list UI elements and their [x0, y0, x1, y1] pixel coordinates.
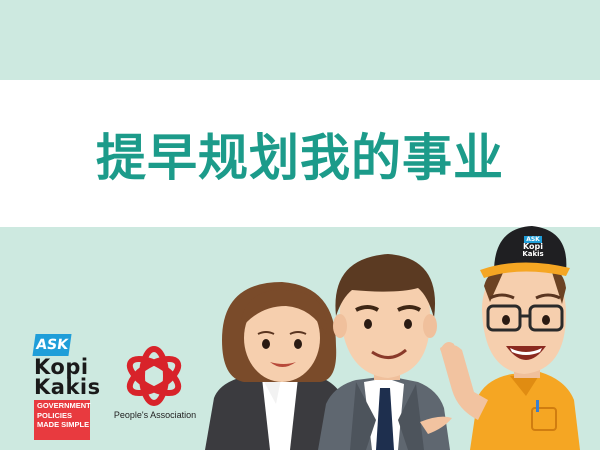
man-in-suit-character — [318, 254, 452, 450]
pa-name-label: People's Association — [113, 410, 197, 420]
ak-kakis-label: Kakis — [34, 375, 101, 399]
woman-character — [205, 282, 350, 450]
title-banner: 提早规划我的事业 — [0, 80, 600, 227]
ak-tagline-line: POLICIES — [37, 410, 73, 420]
cap-logo: ASK Kopi Kakis — [516, 236, 550, 262]
ak-tagline-line: MADE SIMPLE — [37, 420, 90, 429]
ak-tagline-line: GOVERNMENT — [37, 401, 91, 410]
cap-logo-line1: Kopi — [522, 242, 544, 251]
ask-kopi-kakis-logo: ASK Kopi Kakis GOVERNMENT POLICIES MADE … — [32, 334, 101, 440]
page-title: 提早规划我的事业 — [96, 128, 504, 187]
cap-logo-ask: ASK — [524, 236, 542, 243]
cap-logo-line2: Kakis — [522, 250, 544, 258]
pa-emblem-icon — [126, 346, 182, 406]
top-band — [0, 0, 600, 80]
man-with-cap-character — [440, 226, 580, 450]
ak-tagline: GOVERNMENT POLICIES MADE SIMPLE — [34, 400, 91, 440]
peoples-association-logo: People's Association — [105, 346, 205, 432]
ak-kopi-label: Kopi — [34, 355, 89, 379]
ak-ask-label: ASK — [32, 334, 72, 356]
